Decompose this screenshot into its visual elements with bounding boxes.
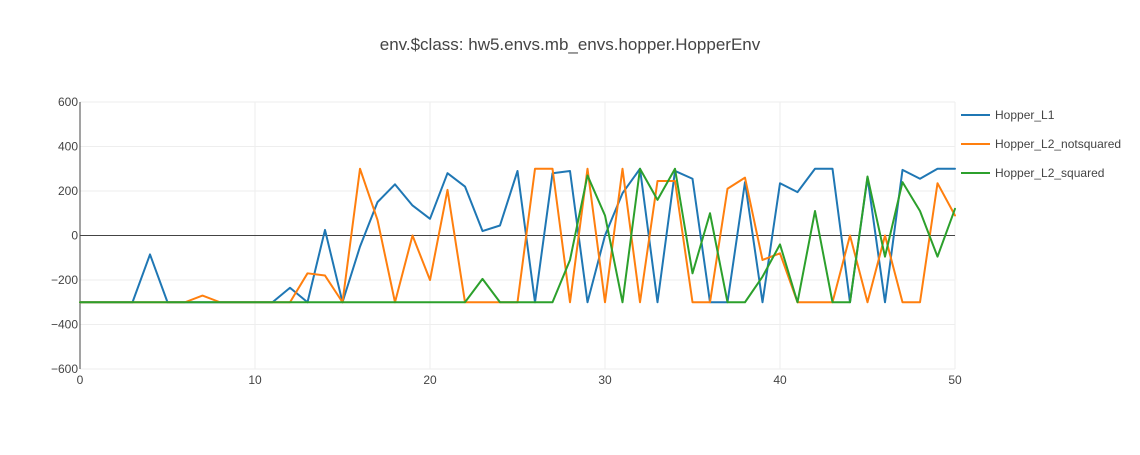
legend-item: Hopper_L2_squared <box>961 166 1104 180</box>
legend-item: Hopper_L2_notsquared <box>961 137 1121 151</box>
chart-title: env.$class: hw5.envs.mb_envs.hopper.Hopp… <box>380 35 761 54</box>
x-tick-label: 20 <box>423 373 437 387</box>
y-tick-label: 600 <box>58 95 78 109</box>
series-layer <box>79 167 956 304</box>
x-tick-label: 50 <box>948 373 962 387</box>
y-tick-label: 400 <box>58 140 78 154</box>
y-tick-label: 0 <box>71 229 78 243</box>
legend-label: Hopper_L1 <box>995 108 1055 122</box>
x-tick-label: 40 <box>773 373 787 387</box>
x-tick-label: 30 <box>598 373 612 387</box>
y-tick-label: −200 <box>51 273 78 287</box>
y-tick-label: −400 <box>51 318 78 332</box>
y-tick-label: −600 <box>51 362 78 376</box>
series-line-hopper-l2-squared <box>79 167 956 304</box>
legend-item: Hopper_L1 <box>961 108 1055 122</box>
legend-label: Hopper_L2_squared <box>995 166 1104 180</box>
axis-layer: 0 10 20 30 40 50 −600 −400 −200 0 200 400 600 <box>51 95 962 387</box>
legend-label: Hopper_L2_notsquared <box>995 137 1121 151</box>
x-tick-label: 10 <box>248 373 262 387</box>
y-tick-label: 200 <box>58 184 78 198</box>
legend: Hopper_L1 Hopper_L2_notsquared Hopper_L2_s… <box>961 108 1121 180</box>
x-tick-label: 0 <box>77 373 84 387</box>
